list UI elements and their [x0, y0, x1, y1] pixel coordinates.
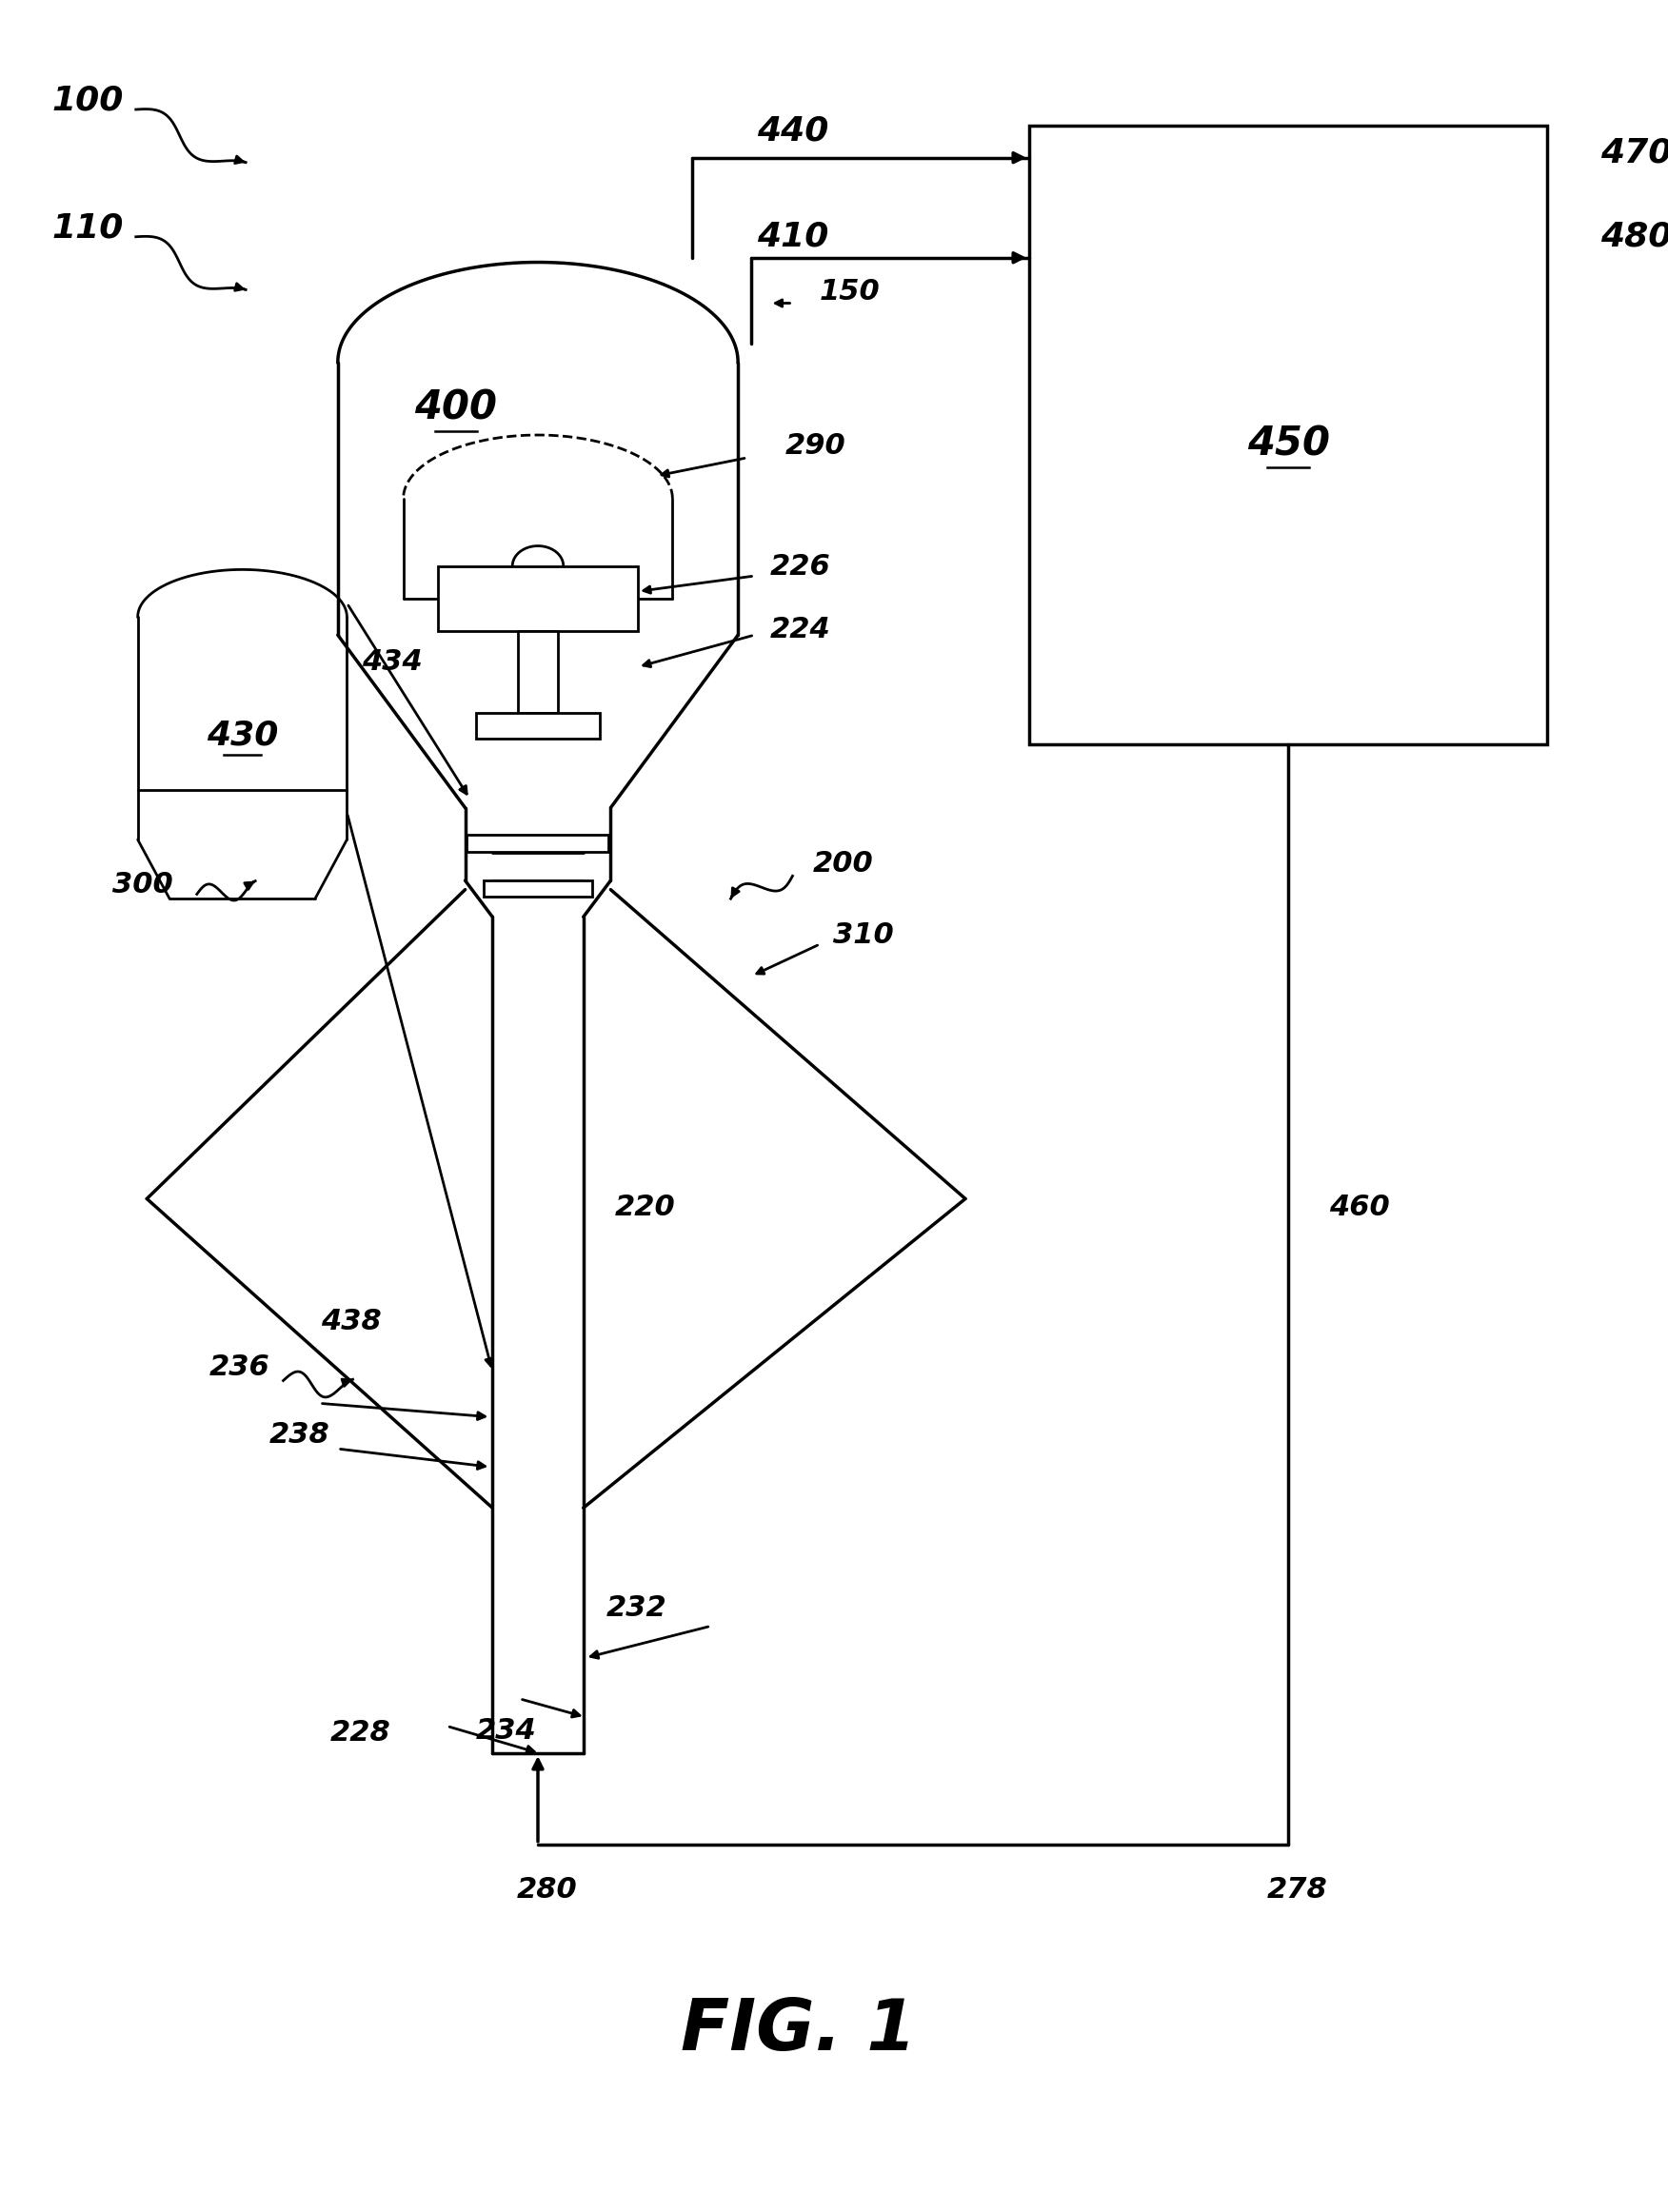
Text: 430: 430 — [207, 719, 279, 752]
Text: 226: 226 — [771, 553, 831, 580]
Text: 236: 236 — [208, 1354, 270, 1380]
Text: 310: 310 — [834, 920, 894, 949]
Bar — [439, 566, 637, 630]
Text: 280: 280 — [517, 1876, 577, 1905]
Text: 150: 150 — [821, 276, 881, 305]
Text: 290: 290 — [786, 431, 846, 460]
Bar — [517, 630, 557, 712]
Text: 434: 434 — [362, 648, 422, 677]
Bar — [484, 880, 592, 896]
Text: 410: 410 — [757, 221, 829, 252]
Text: 100: 100 — [52, 84, 123, 117]
Text: 232: 232 — [605, 1595, 667, 1621]
Text: 450: 450 — [1246, 425, 1329, 465]
Text: 110: 110 — [52, 212, 123, 243]
Text: 400: 400 — [415, 387, 497, 427]
Text: 234: 234 — [475, 1717, 537, 1745]
Text: 224: 224 — [771, 615, 831, 644]
Text: 480: 480 — [1600, 221, 1668, 252]
Text: 200: 200 — [812, 849, 874, 878]
Text: 238: 238 — [269, 1422, 330, 1449]
Text: 440: 440 — [757, 115, 829, 146]
Text: 300: 300 — [112, 872, 172, 898]
Text: 228: 228 — [330, 1719, 390, 1745]
Text: 438: 438 — [322, 1307, 382, 1336]
Text: 470: 470 — [1600, 137, 1668, 170]
Text: FIG. 1: FIG. 1 — [681, 1995, 916, 2066]
Bar — [1029, 126, 1548, 743]
Bar — [475, 712, 600, 739]
Text: 278: 278 — [1268, 1876, 1328, 1905]
Text: 220: 220 — [615, 1194, 676, 1221]
Text: 460: 460 — [1329, 1194, 1389, 1221]
Bar — [467, 836, 609, 852]
